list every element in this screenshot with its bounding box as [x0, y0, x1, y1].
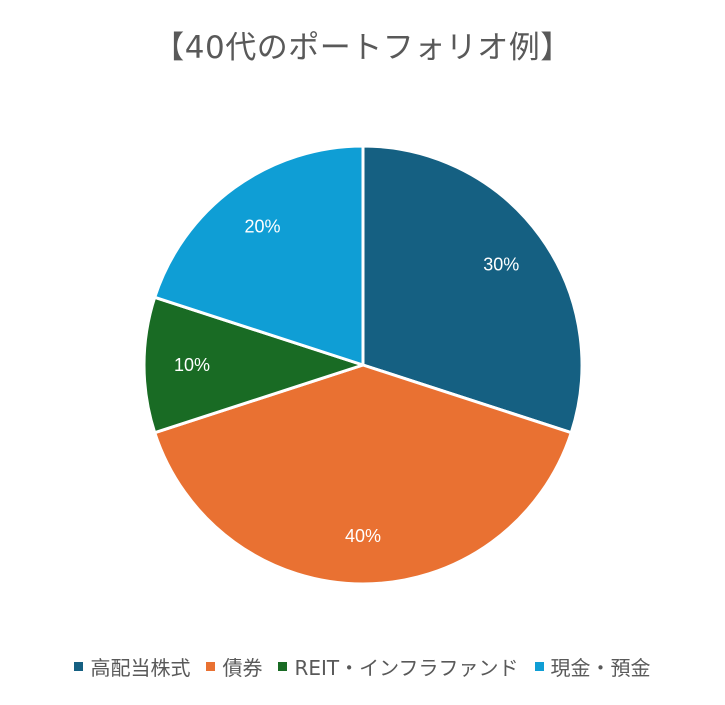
- chart-title: 【40代のポートフォリオ例】: [153, 30, 572, 66]
- pie-labels: 30% 40% 10% 20%: [174, 217, 519, 546]
- pie-slices: [142, 144, 584, 586]
- legend-swatch-3: [278, 661, 288, 671]
- pie-slice-3: [142, 295, 365, 435]
- pie-slice-2: [153, 363, 573, 586]
- legend-item-3: REIT・インフラファンド: [278, 652, 519, 681]
- legend-label-3: REIT・インフラファンド: [294, 655, 519, 680]
- data-label-2: 40%: [345, 526, 381, 546]
- legend-label-2: 債券: [222, 655, 263, 680]
- legend-label-4: 現金・預金: [550, 655, 651, 680]
- pie-slice-4: [153, 144, 365, 367]
- legend-item-1: 高配当株式: [74, 652, 190, 681]
- legend-item-2: 債券: [206, 652, 262, 681]
- data-label-1: 30%: [483, 255, 519, 275]
- data-label-3: 10%: [174, 355, 210, 375]
- legend-swatch-2: [206, 661, 216, 671]
- legend-swatch-1: [74, 661, 84, 671]
- legend-swatch-4: [534, 661, 544, 671]
- legend: 高配当株式 債券 REIT・インフラファンド 現金・預金: [0, 650, 725, 682]
- legend-item-4: 現金・預金: [534, 652, 651, 681]
- pie-slice-1: [361, 144, 584, 435]
- data-label-4: 20%: [244, 217, 280, 237]
- legend-label-1: 高配当株式: [90, 655, 191, 680]
